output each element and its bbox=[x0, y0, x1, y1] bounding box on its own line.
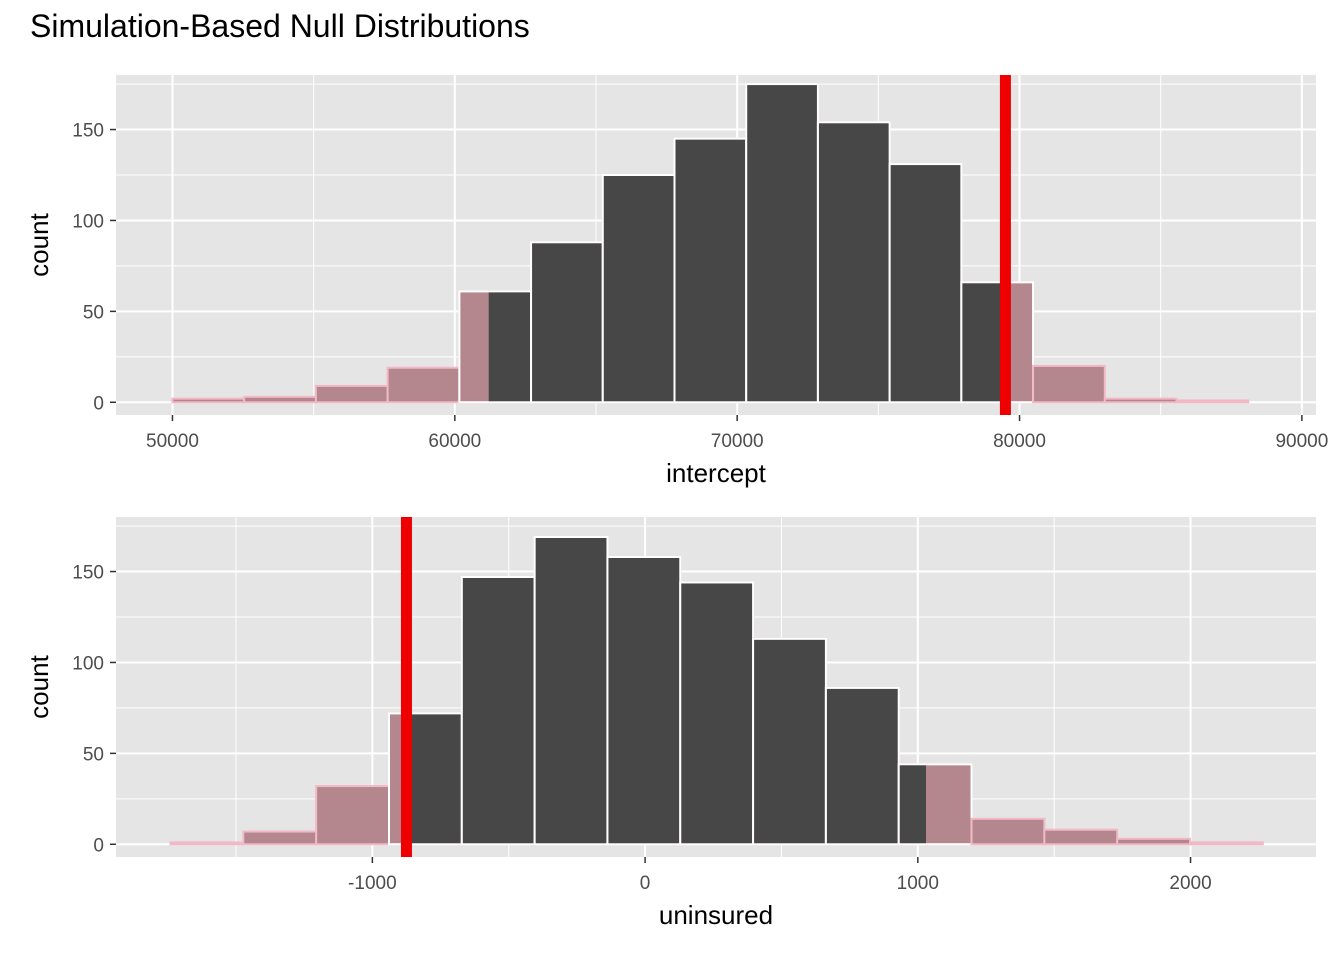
y-tick-label: 100 bbox=[72, 211, 104, 232]
histogram-bar-outline bbox=[1177, 400, 1249, 402]
histogram-bar bbox=[898, 764, 926, 845]
chart-title: Simulation-Based Null Distributions bbox=[30, 8, 530, 44]
x-tick-label: 50000 bbox=[146, 431, 199, 452]
y-tick-label: 0 bbox=[93, 393, 104, 414]
histogram-bar-outline bbox=[1190, 842, 1263, 844]
histogram-bar bbox=[531, 242, 603, 403]
histogram-bar bbox=[461, 577, 535, 845]
y-tick-label: 50 bbox=[83, 302, 104, 323]
histogram-bar bbox=[488, 291, 532, 403]
y-tick-label: 150 bbox=[72, 563, 104, 584]
histogram-bar-tail bbox=[1032, 364, 1106, 404]
y-tick-label: 0 bbox=[93, 835, 104, 856]
histogram-bar bbox=[406, 713, 462, 845]
x-axis-title: intercept bbox=[666, 458, 766, 488]
histogram-bar-tail bbox=[314, 384, 389, 404]
histogram-bar-outline bbox=[960, 281, 1035, 404]
panel-uninsured: -1000 0 1000 2000 0 50 100 150 uninsured count bbox=[24, 517, 1316, 930]
histogram-bar-tail bbox=[1189, 841, 1264, 846]
x-tick-label: 60000 bbox=[428, 431, 481, 452]
observed-statistic-line bbox=[999, 75, 1011, 415]
y-tick-label: 100 bbox=[72, 653, 104, 674]
observed-statistic-line bbox=[400, 517, 412, 857]
y-tick-label: 50 bbox=[83, 744, 104, 765]
histogram-bar bbox=[961, 282, 1006, 403]
histogram-bar bbox=[889, 164, 962, 403]
x-tick-label: 90000 bbox=[1275, 431, 1328, 452]
x-tick-label: -1000 bbox=[348, 873, 397, 894]
x-axis-title: uninsured bbox=[659, 900, 773, 930]
histogram-bar bbox=[746, 84, 818, 403]
histogram-bar-tail bbox=[386, 366, 461, 404]
y-axis-title: count bbox=[24, 212, 54, 276]
panel-intercept: 50000 60000 70000 80000 90000 0 50 100 150 interc… bbox=[24, 75, 1328, 488]
histogram-bar-tail bbox=[1175, 399, 1250, 404]
x-tick-label: 0 bbox=[640, 873, 651, 894]
histogram-bar bbox=[680, 582, 754, 845]
x-tick-label: 1000 bbox=[897, 873, 939, 894]
histogram-bar-tail bbox=[242, 830, 318, 846]
histogram-bar-tail bbox=[970, 817, 1046, 846]
histogram-bar bbox=[825, 687, 899, 845]
histogram-bar-outline bbox=[171, 842, 244, 844]
histogram-bar-tail bbox=[315, 785, 391, 846]
histogram-bar bbox=[753, 638, 826, 845]
histogram-bar bbox=[674, 138, 747, 403]
histogram-bar bbox=[607, 557, 681, 845]
x-tick-label: 70000 bbox=[711, 431, 764, 452]
histogram-bar bbox=[534, 537, 608, 845]
histogram-bar-outline bbox=[897, 763, 973, 846]
histogram-bar-tail bbox=[1043, 828, 1119, 846]
histogram-bar bbox=[817, 122, 890, 403]
y-tick-label: 150 bbox=[72, 121, 104, 142]
x-tick-label: 2000 bbox=[1169, 873, 1211, 894]
histogram-bar bbox=[602, 175, 675, 403]
x-tick-label: 80000 bbox=[993, 431, 1046, 452]
y-axis-title: count bbox=[24, 654, 54, 718]
